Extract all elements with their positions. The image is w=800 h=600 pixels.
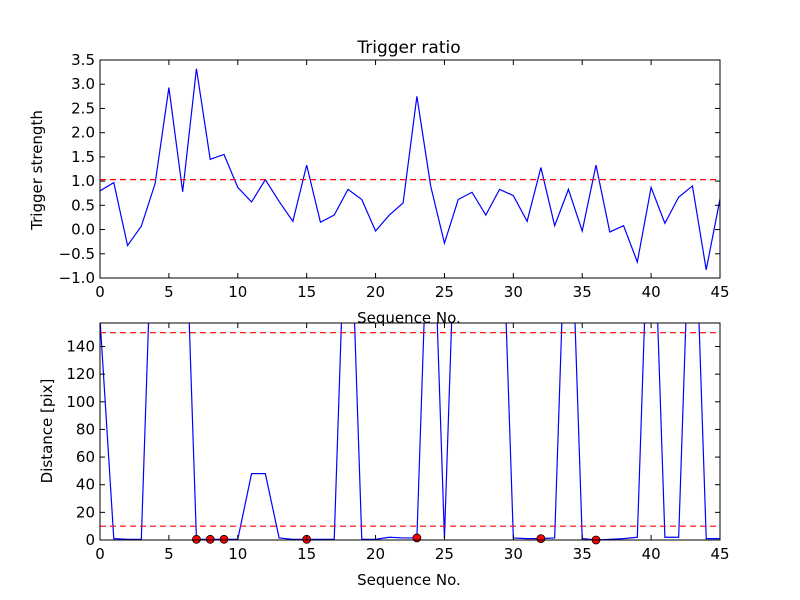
axes-frame: [99, 322, 721, 541]
x-tick-label: 10: [228, 283, 247, 301]
y-tick-label: 60: [76, 448, 95, 466]
y-tick-label: 0.0: [71, 221, 95, 239]
y-tick-label: 120: [66, 365, 95, 383]
x-tick-label: 25: [435, 545, 454, 563]
detection-marker: [219, 534, 229, 544]
y-tick-label: 3.5: [71, 51, 95, 69]
y-tick-label: 2.5: [71, 99, 95, 117]
plot-area: [100, 323, 720, 540]
y-tick-label: −1.0: [59, 269, 95, 287]
x-tick-label: 0: [95, 545, 105, 563]
y-tick-label: 100: [66, 393, 95, 411]
x-tick-label: 10: [228, 545, 247, 563]
x-tick-label: 0: [95, 283, 105, 301]
detection-marker: [412, 533, 422, 543]
x-tick-label: 20: [366, 545, 385, 563]
x-tick-label: 40: [642, 545, 661, 563]
detection-marker: [192, 534, 201, 544]
x-tick-label: 30: [504, 545, 523, 563]
y-tick-label: 0.5: [71, 196, 95, 214]
y-tick-label: 140: [66, 337, 95, 355]
x-tick-label: 5: [164, 545, 174, 563]
y-tick-label: 80: [76, 420, 95, 438]
detection-marker: [205, 534, 215, 544]
x-tick-label: 35: [573, 545, 592, 563]
x-tick-label: 35: [573, 283, 592, 301]
x-tick-label: 45: [710, 545, 729, 563]
y-tick-label: 20: [76, 503, 95, 521]
series-line: [100, 68, 720, 270]
series-line: [100, 323, 720, 540]
detection-marker: [536, 534, 546, 544]
x-tick-label: 15: [297, 545, 316, 563]
distance-chart: Distance [pix] Sequence No. 0 5 10 15 20 25 30…: [38, 322, 730, 589]
y-tick-label: 3.0: [71, 75, 95, 93]
plot-area: [100, 68, 720, 270]
y-tick-label: 2.0: [71, 124, 95, 142]
x-axis-label: Sequence No.: [357, 571, 461, 589]
y-tick-label: 1.5: [71, 148, 95, 166]
x-tick-label: 20: [366, 283, 385, 301]
y-tick-label: −0.5: [59, 245, 95, 263]
x-tick-label: 25: [435, 283, 454, 301]
y-tick-label: 0: [85, 531, 95, 549]
x-tick-label: 45: [710, 283, 729, 301]
x-axis-label: Sequence No.: [357, 309, 461, 327]
x-tick-label: 30: [504, 283, 523, 301]
y-axis-label: Distance [pix]: [38, 379, 56, 484]
y-tick-label: 1.0: [71, 172, 95, 190]
axes-frame: [99, 59, 721, 279]
y-axis-label: Trigger strength: [28, 110, 46, 231]
chart-title: Trigger ratio: [356, 38, 460, 58]
axis-ticks: 0 5 10 15 20 25 30 35 40 45 0 20 40 60 80 100 120 140: [66, 323, 730, 563]
x-tick-label: 5: [164, 283, 174, 301]
trigger-ratio-chart: Trigger ratio Trigger strength Sequence …: [28, 38, 730, 327]
x-tick-label: 15: [297, 283, 316, 301]
x-tick-label: 40: [642, 283, 661, 301]
y-tick-label: 40: [76, 476, 95, 494]
axis-ticks: 0 5 10 15 20 25 30 35 40 45 −1.0 −0.5 0.0 0.5 1.0 1.5 2.…: [59, 51, 730, 301]
